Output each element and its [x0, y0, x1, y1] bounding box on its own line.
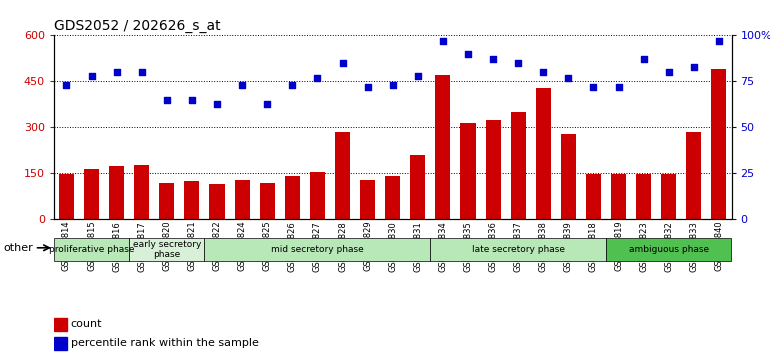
Bar: [636, 174, 651, 219]
Bar: [134, 165, 149, 219]
Point: [236, 82, 248, 88]
Bar: [686, 132, 701, 219]
Text: late secretory phase: late secretory phase: [472, 245, 564, 254]
Bar: [711, 69, 726, 219]
Text: proliferative phase: proliferative phase: [49, 245, 134, 254]
Bar: [54, 318, 68, 331]
FancyBboxPatch shape: [205, 239, 430, 261]
Bar: [460, 123, 476, 219]
Point: [261, 101, 273, 106]
Point: [512, 60, 524, 66]
Bar: [54, 337, 68, 350]
Point: [462, 51, 474, 57]
FancyBboxPatch shape: [54, 239, 129, 261]
Bar: [536, 87, 551, 219]
FancyBboxPatch shape: [430, 239, 606, 261]
Point: [537, 69, 550, 75]
Bar: [109, 166, 124, 219]
Point: [336, 60, 349, 66]
Point: [110, 69, 122, 75]
Point: [286, 82, 299, 88]
Point: [688, 64, 700, 69]
Bar: [385, 176, 400, 219]
Bar: [410, 155, 425, 219]
Bar: [511, 112, 526, 219]
Bar: [486, 120, 500, 219]
FancyBboxPatch shape: [606, 239, 732, 261]
Text: early secretory
phase: early secretory phase: [132, 240, 201, 259]
Point: [713, 38, 725, 44]
Point: [361, 84, 373, 90]
Point: [211, 101, 223, 106]
Bar: [360, 179, 375, 219]
Bar: [84, 169, 99, 219]
Text: mid secretory phase: mid secretory phase: [271, 245, 363, 254]
Text: count: count: [71, 319, 102, 329]
Bar: [561, 134, 576, 219]
FancyBboxPatch shape: [129, 239, 205, 261]
Point: [487, 57, 499, 62]
Bar: [59, 174, 74, 219]
Point: [60, 82, 72, 88]
Bar: [209, 184, 225, 219]
Bar: [310, 172, 325, 219]
Bar: [184, 181, 199, 219]
Bar: [435, 75, 450, 219]
Bar: [586, 174, 601, 219]
Point: [663, 69, 675, 75]
Point: [437, 38, 449, 44]
Bar: [661, 174, 676, 219]
Point: [136, 69, 148, 75]
Point: [311, 75, 323, 81]
Point: [161, 97, 173, 103]
Bar: [335, 132, 350, 219]
Bar: [285, 176, 300, 219]
Text: percentile rank within the sample: percentile rank within the sample: [71, 338, 259, 348]
Text: other: other: [4, 243, 34, 253]
Point: [588, 84, 600, 90]
Point: [562, 75, 574, 81]
Bar: [235, 179, 249, 219]
Point: [387, 82, 399, 88]
Point: [85, 73, 98, 79]
Point: [186, 97, 198, 103]
Bar: [159, 183, 174, 219]
Bar: [259, 183, 275, 219]
Text: ambiguous phase: ambiguous phase: [628, 245, 709, 254]
Point: [612, 84, 624, 90]
Point: [412, 73, 424, 79]
Text: GDS2052 / 202626_s_at: GDS2052 / 202626_s_at: [54, 19, 220, 33]
Bar: [611, 174, 626, 219]
Point: [638, 57, 650, 62]
